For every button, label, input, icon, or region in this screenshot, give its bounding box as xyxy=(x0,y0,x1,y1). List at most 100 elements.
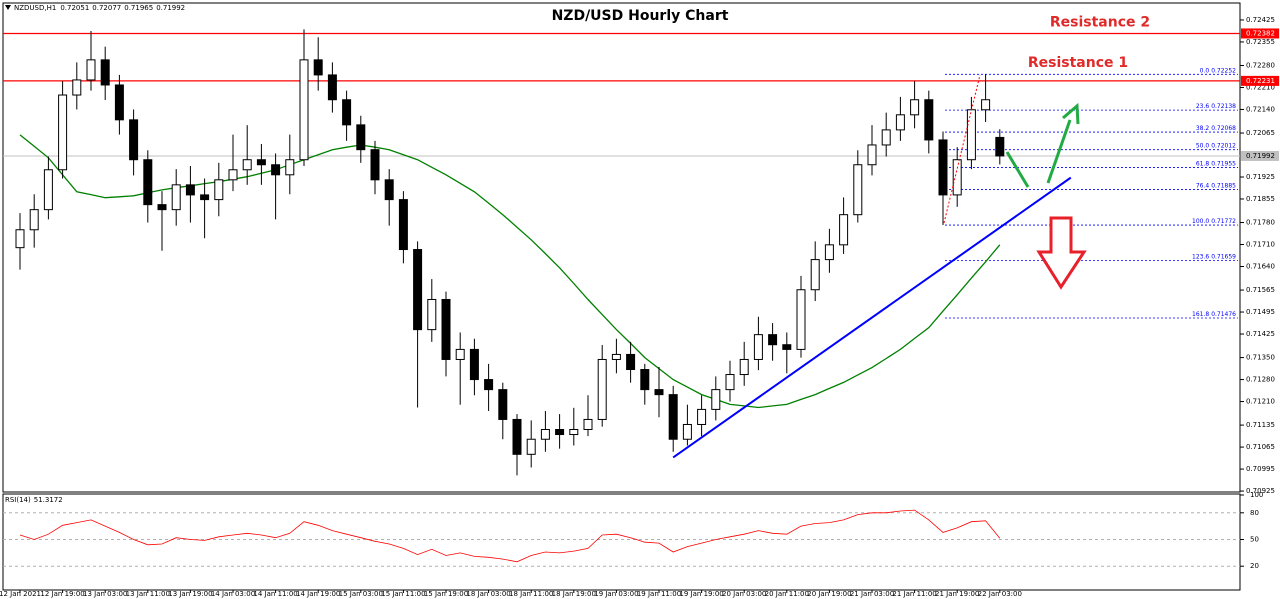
candle-body xyxy=(29,209,39,231)
fib-label: 23.6 0.72138 xyxy=(1196,103,1236,110)
candle-body xyxy=(952,159,962,196)
fib-price: 0.71885 xyxy=(1211,182,1236,189)
fib-ratio: 76.4 xyxy=(1196,182,1210,189)
candle-body xyxy=(214,179,224,201)
candle-body xyxy=(185,184,195,196)
candle-body xyxy=(910,99,920,116)
x-tick-label: 14 Jan 11:00 xyxy=(253,590,297,598)
fib-ratio: 38.2 xyxy=(1196,125,1210,132)
fib-ratio: 100.0 xyxy=(1192,218,1209,225)
fib-price: 0.72012 xyxy=(1211,142,1236,149)
x-tick-label: 15 Jan 19:00 xyxy=(424,590,468,598)
fib-label: 161.8 0.71476 xyxy=(1192,311,1236,318)
green-pullback-arrow xyxy=(1005,151,1030,188)
symbol-header: NZDUSD,H1 0.72051 0.72077 0.71965 0.71992 xyxy=(14,4,185,12)
fib-price: 0.72252 xyxy=(1211,67,1236,74)
header-close: 0.71992 xyxy=(156,4,185,12)
header-high: 0.72077 xyxy=(92,4,121,12)
candle-body xyxy=(171,184,181,211)
fib-anchor xyxy=(943,74,981,224)
candle-body xyxy=(398,199,408,251)
y-tick-label: 0.71425 xyxy=(1246,330,1275,338)
y-tick-label: 0.71280 xyxy=(1246,376,1275,384)
green-up-arrow xyxy=(1046,119,1072,184)
x-tick-label: 21 Jan 11:00 xyxy=(892,590,936,598)
candle-body xyxy=(129,119,139,161)
candle-body xyxy=(43,169,53,211)
header-low: 0.71965 xyxy=(124,4,153,12)
candle-body xyxy=(867,144,877,166)
menu-triangle[interactable] xyxy=(5,5,11,10)
candle-body xyxy=(484,379,494,391)
candle-body xyxy=(58,94,68,171)
x-tick-label: 15 Jan 11:00 xyxy=(381,590,425,598)
green-arrow-head xyxy=(1062,102,1080,125)
price-tag-label: 0.72382 xyxy=(1246,29,1275,37)
candle-body xyxy=(469,348,479,381)
header-open: 0.72051 xyxy=(60,4,89,12)
resistance-label: Resistance 1 xyxy=(1028,55,1128,71)
x-tick-label: 21 Jan 03:00 xyxy=(850,590,894,598)
chart-title: NZD/USD Hourly Chart xyxy=(552,8,729,24)
candle-body xyxy=(313,59,323,76)
candle-body xyxy=(455,348,465,360)
candle-body xyxy=(327,74,337,101)
candle-body xyxy=(739,358,749,376)
rsi-current: 51.3172 xyxy=(34,496,63,504)
candle-body xyxy=(611,353,621,360)
candle-body xyxy=(526,438,536,455)
x-tick-label: 18 Jan 11:00 xyxy=(509,590,553,598)
x-tick-label: 22 Jan 03:00 xyxy=(978,590,1022,598)
y-tick-label: 0.72280 xyxy=(1246,61,1275,69)
candle-body xyxy=(512,418,522,455)
fib-price: 0.72138 xyxy=(1211,103,1236,110)
candle-body xyxy=(342,99,352,126)
fib-label: 50.0 0.72012 xyxy=(1196,142,1236,149)
resistance-label: Resistance 2 xyxy=(1050,14,1150,30)
rsi-y-tick-label: 20 xyxy=(1250,562,1259,570)
candle-body xyxy=(924,99,934,141)
fib-ratio: 50.0 xyxy=(1196,142,1210,149)
candle-body xyxy=(72,79,82,96)
y-tick-label: 0.72425 xyxy=(1246,16,1275,24)
candle-body xyxy=(626,353,636,371)
candle-body xyxy=(881,129,891,146)
y-tick-label: 0.71065 xyxy=(1246,443,1275,451)
x-tick-label: 12 Jan 2021 xyxy=(0,590,41,598)
candle-body xyxy=(753,334,763,360)
candle-body xyxy=(86,59,96,81)
candle-body xyxy=(668,394,678,440)
candle-body xyxy=(782,344,792,350)
candle-body xyxy=(299,59,309,161)
candle-body xyxy=(640,369,650,391)
red-down-arrow xyxy=(1036,216,1087,290)
current-price-tag xyxy=(1241,150,1279,161)
candle-body xyxy=(682,423,692,440)
candle-body xyxy=(285,159,295,176)
x-tick-label: 20 Jan 03:00 xyxy=(722,590,766,598)
fib-label: 38.2 0.72068 xyxy=(1196,125,1236,132)
candle-body xyxy=(15,229,25,249)
rsi-y-tick-label: 80 xyxy=(1250,509,1259,517)
price-pane xyxy=(2,2,1241,493)
candle-body xyxy=(200,194,210,201)
y-tick-label: 0.72140 xyxy=(1246,105,1275,113)
candle-body xyxy=(555,429,565,436)
candle-body xyxy=(540,429,550,440)
fib-label: 100.0 0.71772 xyxy=(1192,218,1236,225)
rsi-pane xyxy=(2,493,1241,591)
y-tick-label: 0.71640 xyxy=(1246,263,1275,271)
fib-ratio: 61.8 xyxy=(1196,160,1210,167)
candle-body xyxy=(370,149,380,181)
x-tick-label: 13 Jan 19:00 xyxy=(168,590,212,598)
fib-label: 0.0 0.72252 xyxy=(1200,67,1237,74)
x-tick-label: 21 Jan 19:00 xyxy=(935,590,979,598)
y-tick-label: 0.71210 xyxy=(1246,398,1275,406)
candle-body xyxy=(427,298,437,331)
candle-body xyxy=(725,374,735,391)
y-tick-label: 0.72065 xyxy=(1246,129,1275,137)
fib-ratio: 123.6 xyxy=(1192,253,1209,260)
y-tick-label: 0.71350 xyxy=(1246,354,1275,362)
x-tick-label: 18 Jan 03:00 xyxy=(466,590,510,598)
